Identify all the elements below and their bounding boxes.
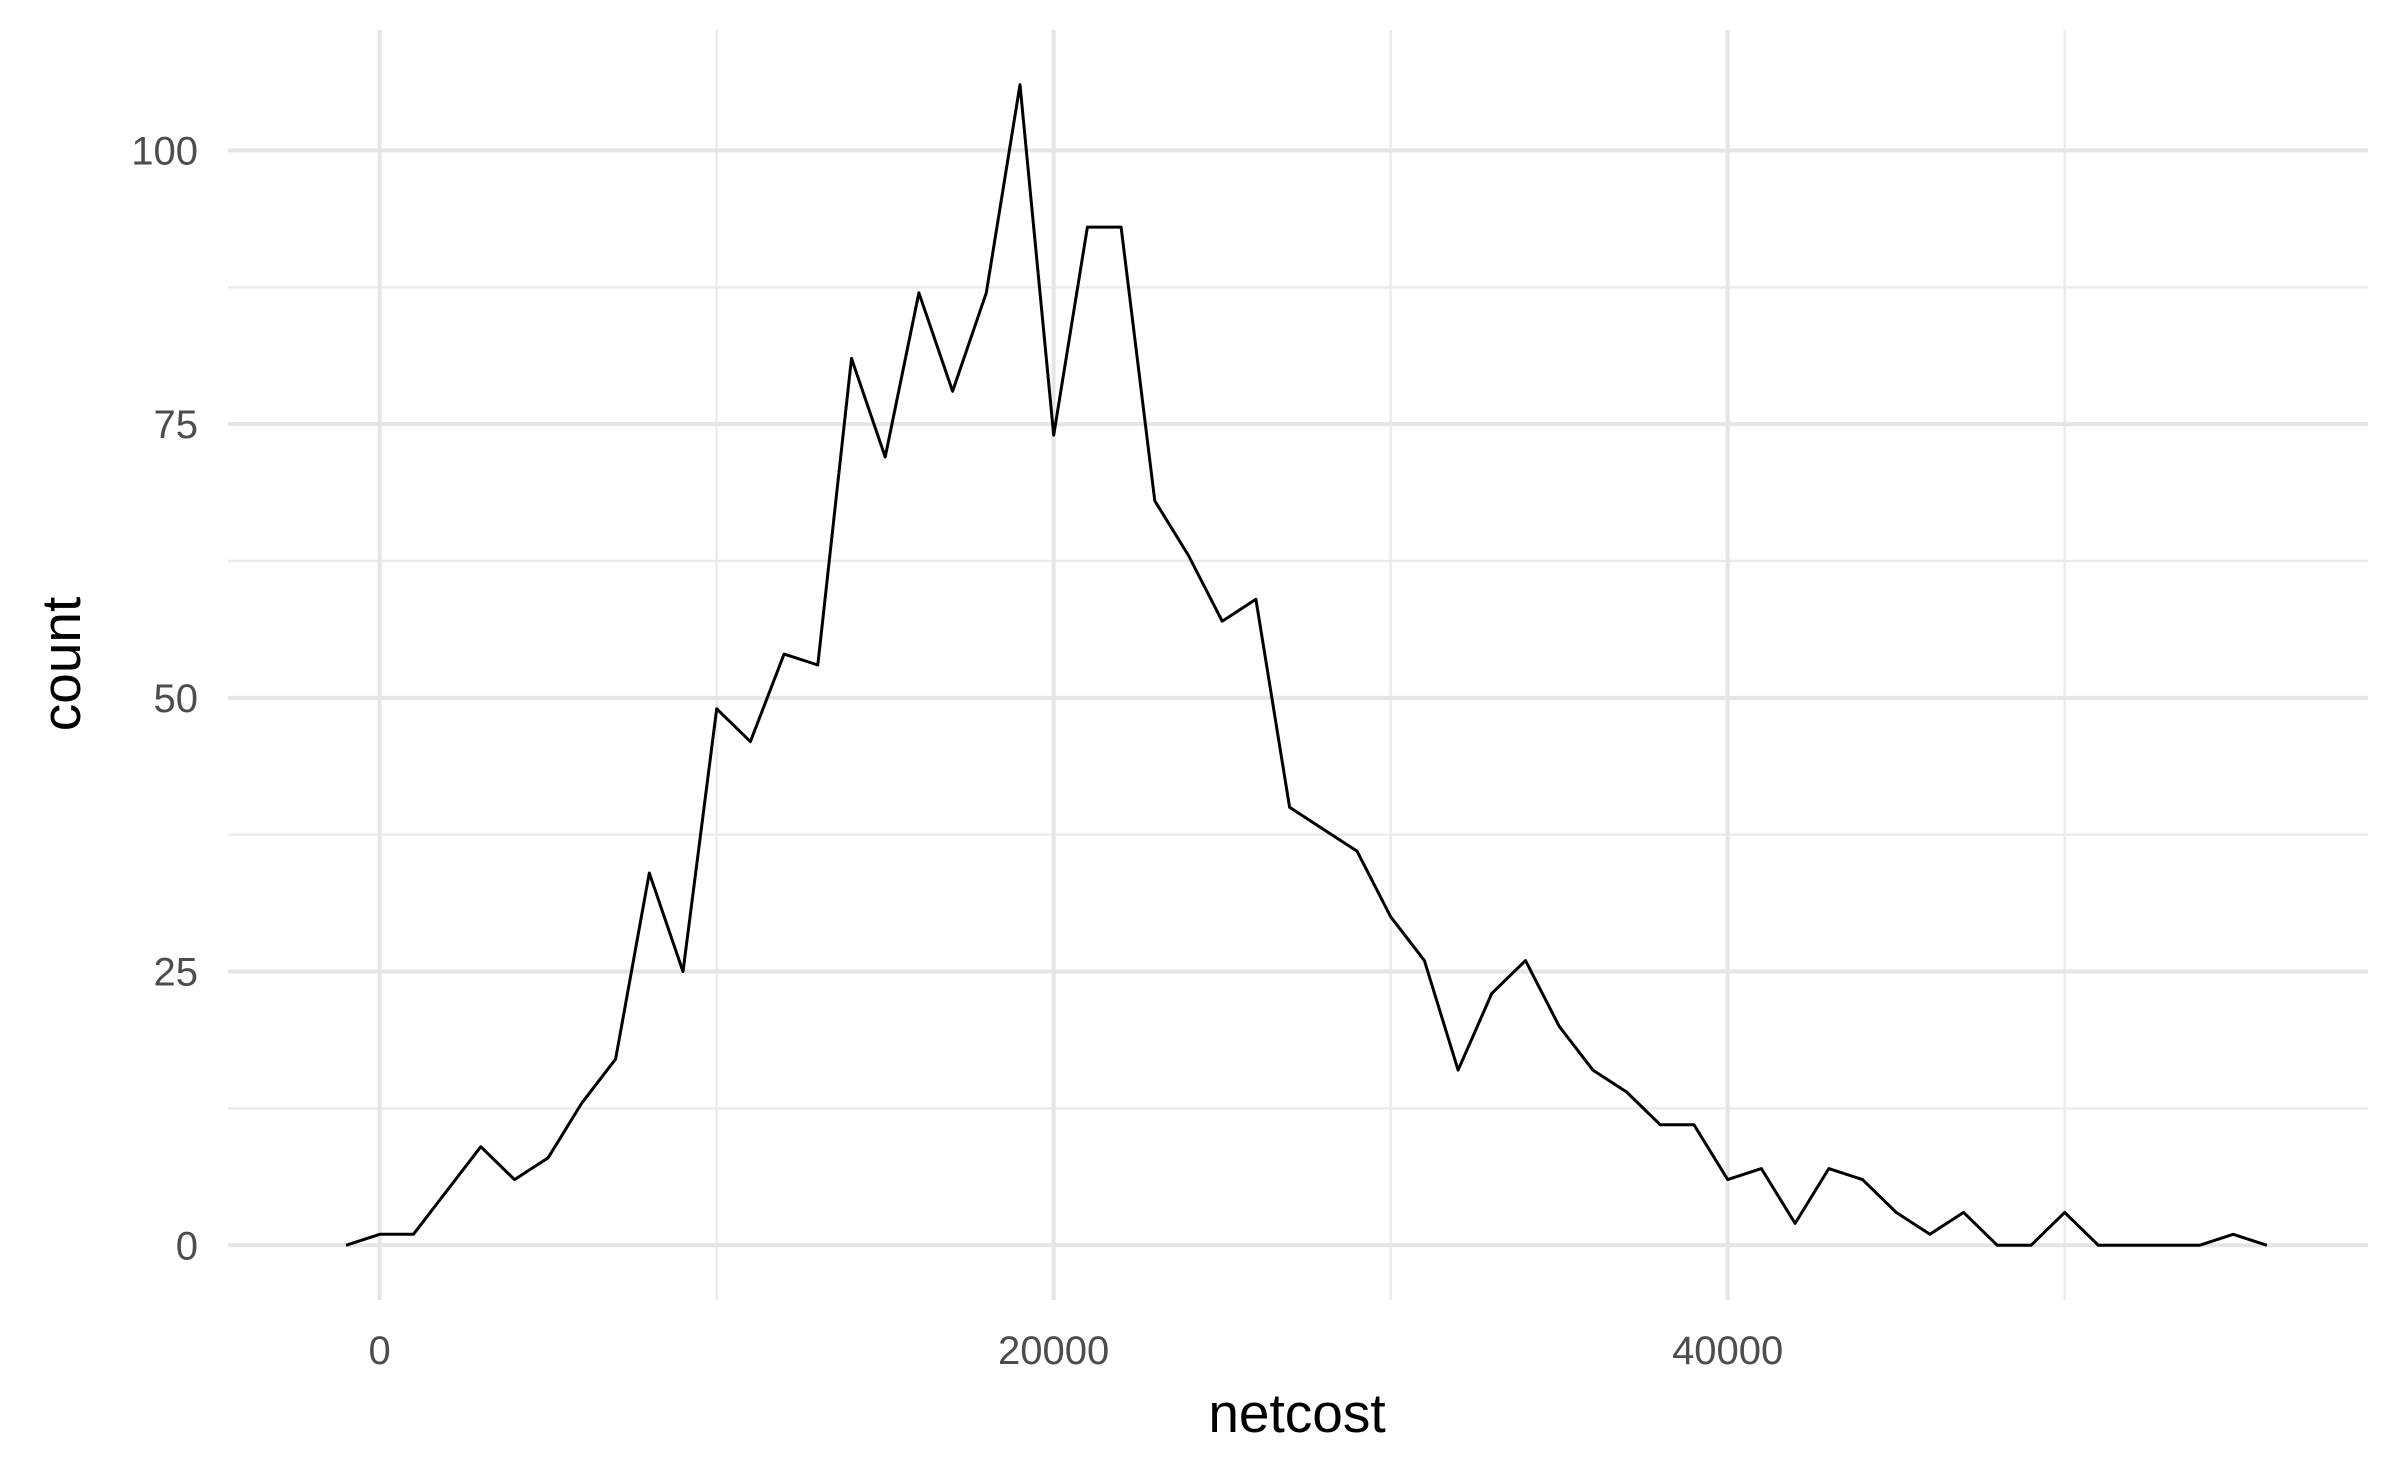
y-tick-label-3: 75 xyxy=(154,403,199,447)
y-tick-label-0: 0 xyxy=(176,1224,198,1268)
y-axis-ticks: 0 25 50 75 100 xyxy=(131,129,198,1268)
series-line-0 xyxy=(345,83,2268,1247)
x-tick-label-2: 40000 xyxy=(1672,1329,1783,1373)
x-axis-title: netcost xyxy=(1208,1382,1385,1444)
series-layer xyxy=(345,83,2268,1247)
x-axis-ticks: 0 20000 40000 xyxy=(369,1329,1784,1373)
y-tick-label-2: 50 xyxy=(154,677,199,721)
y-tick-label-1: 25 xyxy=(154,951,199,995)
y-tick-label-4: 100 xyxy=(131,129,198,173)
x-tick-label-0: 0 xyxy=(369,1329,391,1373)
grid xyxy=(228,30,2368,1300)
x-tick-label-1: 20000 xyxy=(998,1329,1109,1373)
y-axis-title: count xyxy=(30,597,92,732)
